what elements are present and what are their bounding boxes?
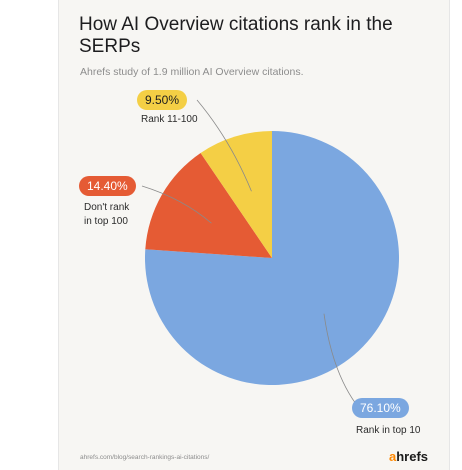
ahrefs-logo-a: a: [389, 449, 397, 464]
label-dont-rank-line1: Don't rank: [84, 202, 130, 213]
chart-subtitle: Ahrefs study of 1.9 million AI Overview …: [80, 66, 304, 78]
value-pill-rank-top10: 76.10%: [352, 398, 409, 418]
value-pill-dont-rank: 14.40%: [79, 176, 136, 196]
source-url: ahrefs.com/blog/search-rankings-ai-citat…: [80, 454, 210, 461]
label-rank-top10: Rank in top 10: [356, 425, 421, 436]
label-rank-11-100: Rank 11-100: [141, 114, 198, 125]
pie-slice-1: [145, 152, 272, 258]
label-dont-rank-line2: in top 100: [84, 216, 128, 227]
label-dont-rank: Don't rank in top 100: [84, 201, 129, 229]
value-pill-rank-11-100: 9.50%: [137, 90, 188, 110]
ahrefs-logo-rest: hrefs: [396, 449, 429, 464]
leader-line-2: [196, 99, 252, 192]
ahrefs-logo: ahrefs: [389, 449, 428, 464]
chart-title: How AI Overview citations rank in the SE…: [79, 14, 393, 57]
leader-line-1: [141, 185, 212, 224]
divider-right: [449, 0, 450, 470]
leader-line-0: [323, 313, 357, 405]
divider-left: [58, 0, 59, 470]
pie-slice-2: [200, 131, 272, 258]
